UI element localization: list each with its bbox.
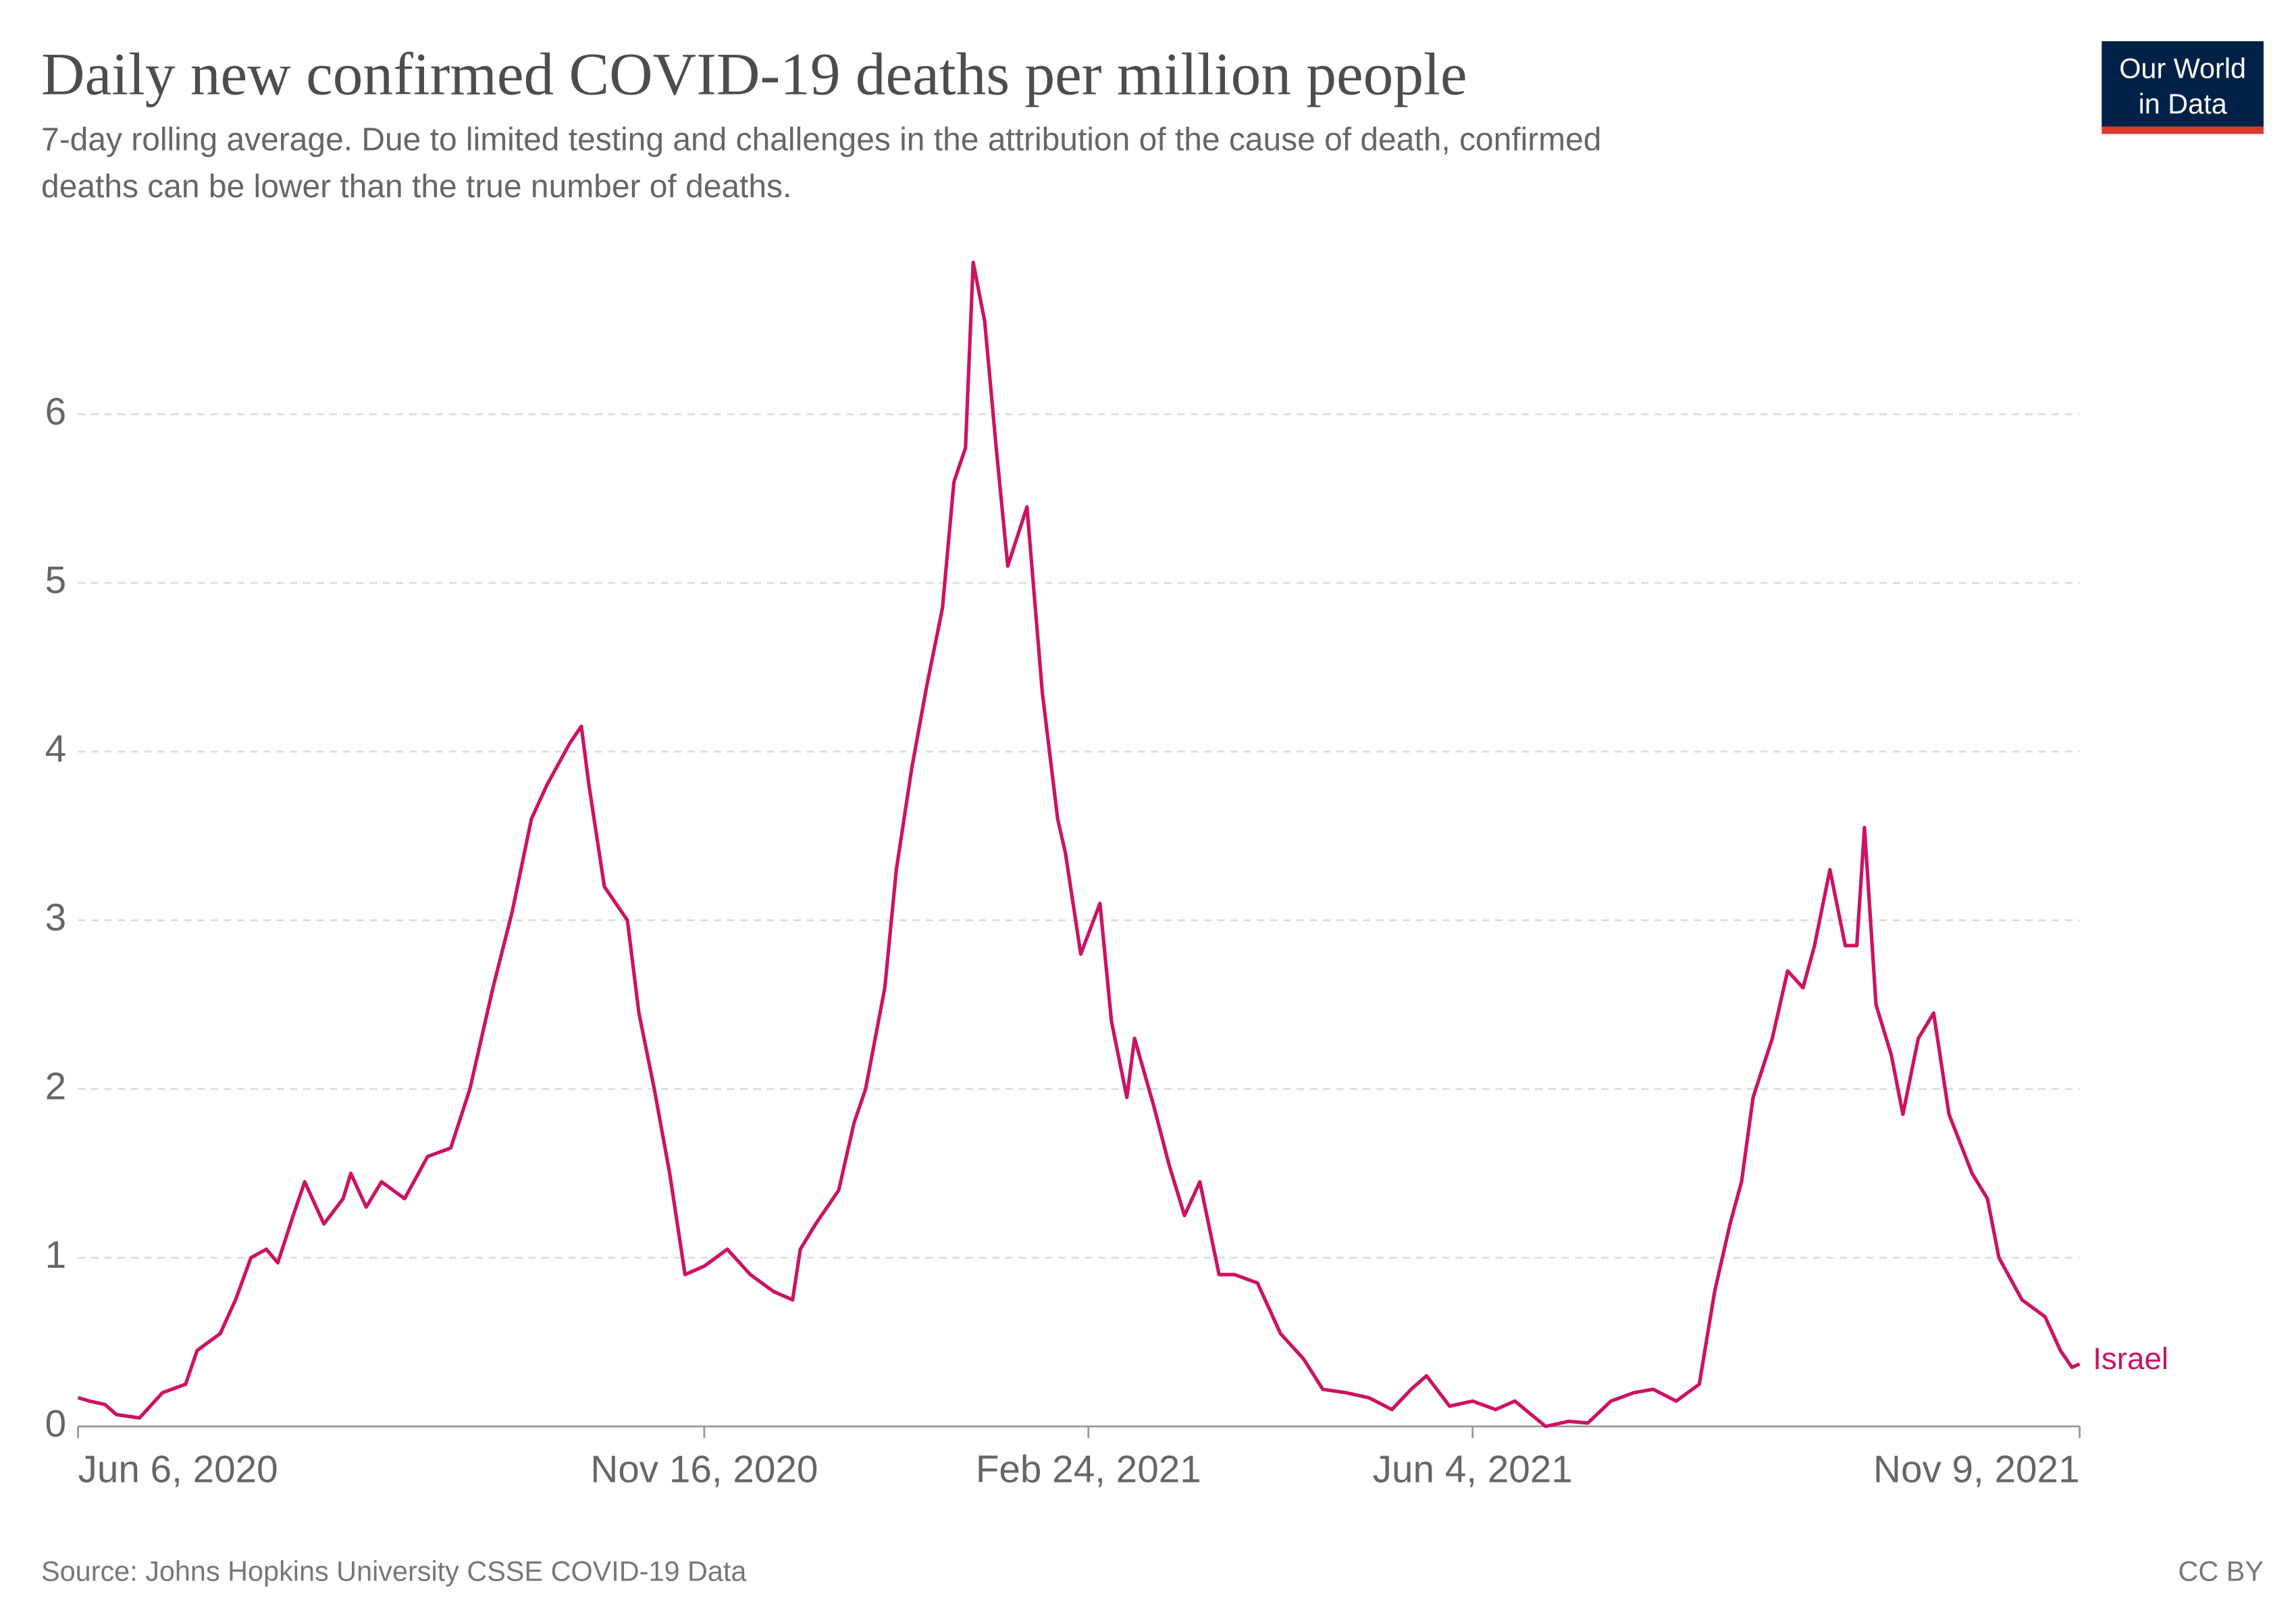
y-tick-label: 6	[45, 390, 67, 433]
chart-subtitle: deaths can be lower than the true number…	[41, 169, 791, 205]
x-tick-label: Jun 6, 2020	[78, 1448, 278, 1491]
x-tick-label: Jun 4, 2021	[1373, 1448, 1573, 1491]
y-tick-label: 5	[45, 559, 67, 602]
source: Source: Johns Hopkins University CSSE CO…	[41, 1556, 747, 1587]
logo-text: in Data	[2139, 88, 2228, 120]
y-tick-label: 1	[45, 1234, 67, 1277]
logo-text: Our World	[2119, 53, 2246, 84]
logo-bar	[2102, 126, 2264, 134]
chart-subtitle: 7-day rolling average. Due to limited te…	[41, 122, 1601, 157]
logo: Our World in Data	[2102, 41, 2264, 134]
y-tick-label: 2	[45, 1065, 67, 1108]
x-tick-label: Feb 24, 2021	[976, 1448, 1201, 1491]
logo-box	[2102, 41, 2264, 127]
y-tick-label: 3	[45, 897, 67, 940]
license: CC BY	[2178, 1556, 2264, 1587]
x-tick-label: Nov 9, 2021	[1873, 1448, 2080, 1491]
y-tick-label: 4	[45, 728, 67, 771]
x-tick-label: Nov 16, 2020	[590, 1448, 818, 1491]
series-label: Israel	[2093, 1341, 2168, 1376]
series-line	[77, 260, 2081, 1429]
y-tick-label: 0	[45, 1403, 67, 1445]
chart-title: Daily new confirmed COVID-19 deaths per …	[41, 41, 1467, 107]
